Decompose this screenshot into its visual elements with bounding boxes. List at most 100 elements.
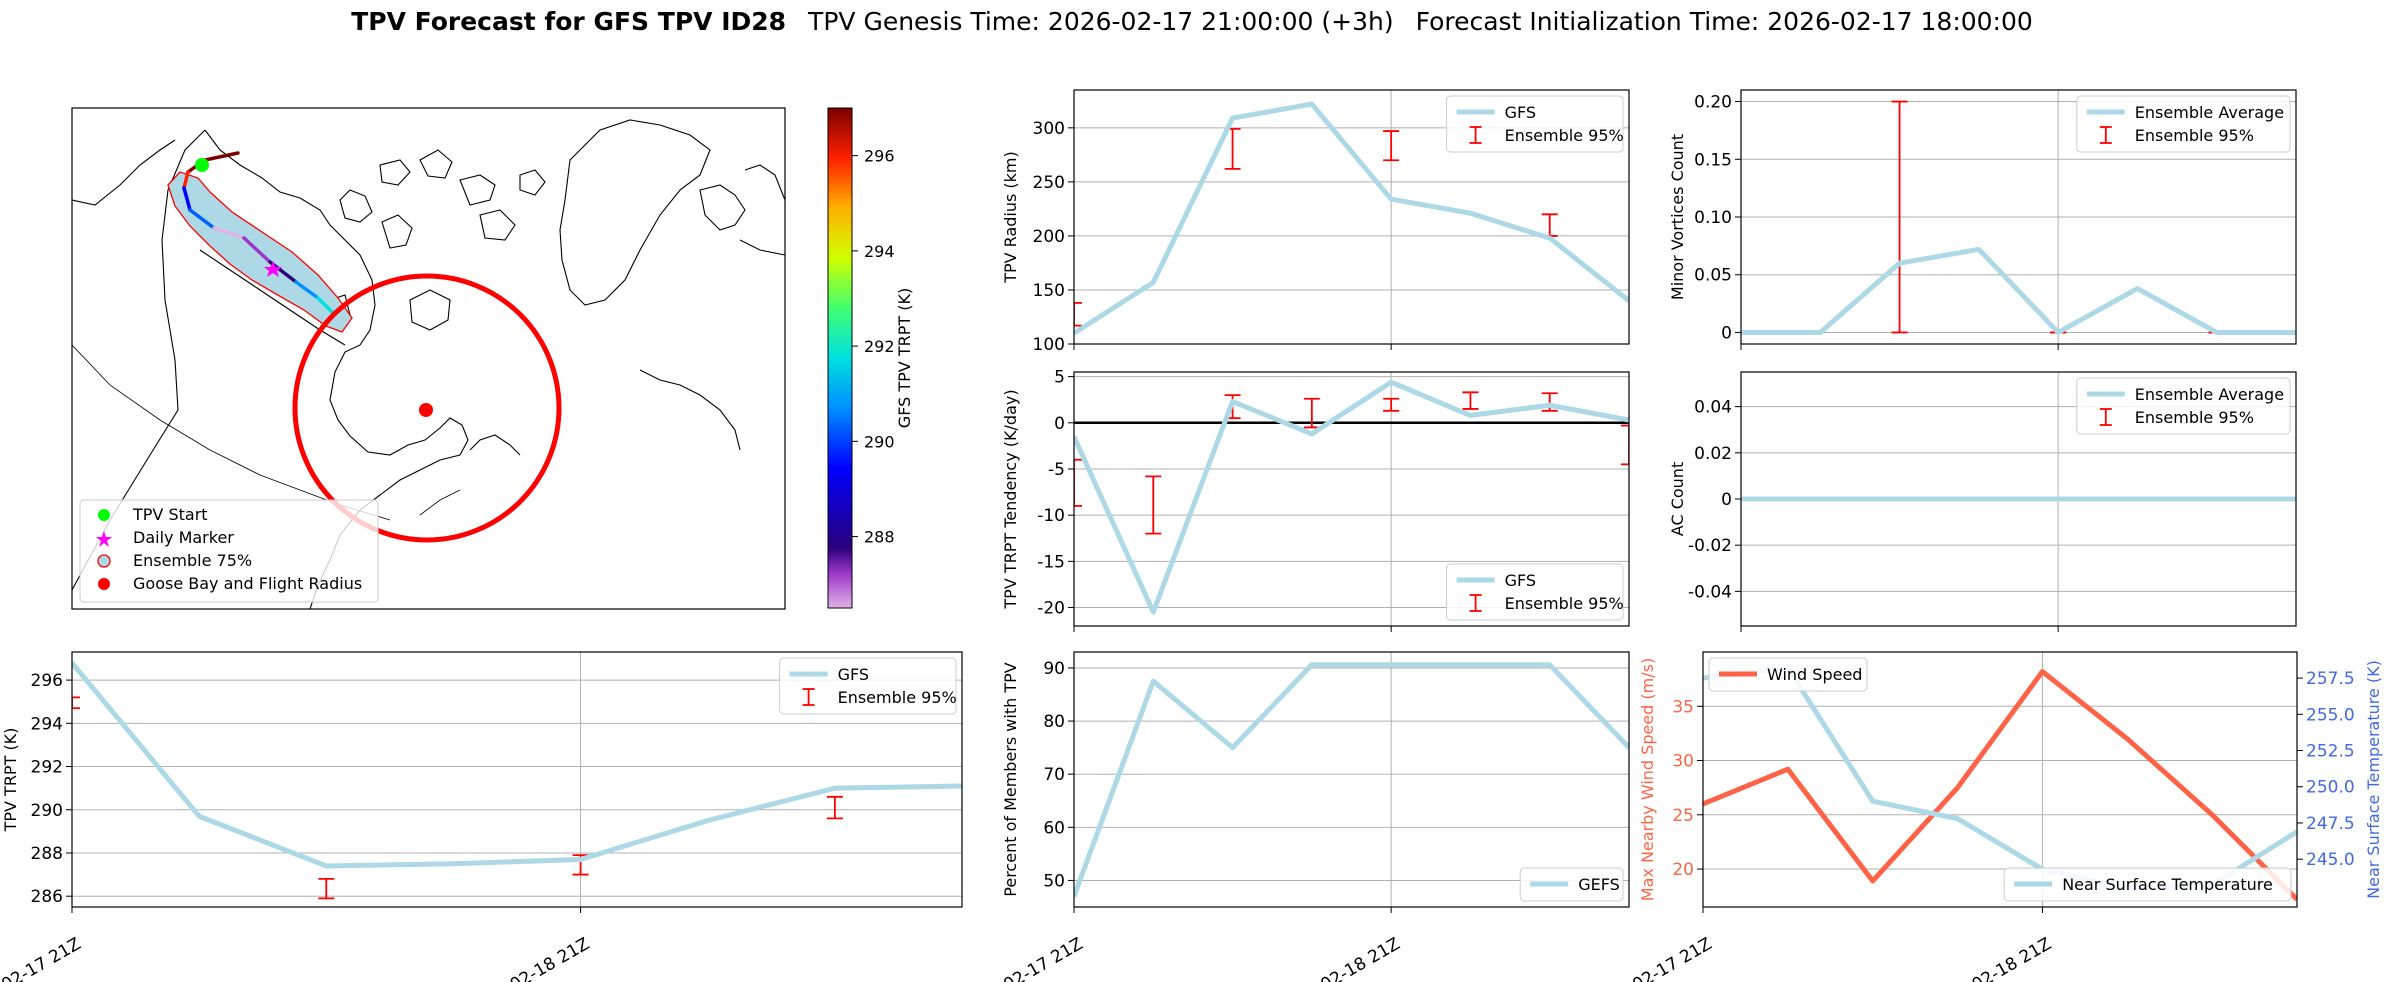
axes-frame bbox=[71, 651, 963, 908]
x-tick-label: 02-17 21Z bbox=[0, 934, 85, 982]
series-line-ensemble-average bbox=[1741, 246, 2296, 335]
series-line-gfs bbox=[1074, 101, 1629, 336]
legend-ensemble-75: Ensemble 75% bbox=[133, 551, 252, 570]
legend-label: Ensemble 95% bbox=[2135, 126, 2254, 145]
error-bar bbox=[1462, 391, 1479, 410]
y-tick-label: -0.02 bbox=[1688, 536, 1732, 556]
legend-label: Ensemble Average bbox=[2135, 103, 2284, 122]
y-tick-label: 60 bbox=[1043, 818, 1065, 838]
tpv-start-marker bbox=[195, 158, 209, 172]
goose-bay-marker bbox=[419, 403, 433, 417]
chart-percent: 50 60 70 80 90 02-17 21Z 02-18 21Z Percent of M… bbox=[1000, 651, 1630, 982]
y-tick-label: 0.02 bbox=[1694, 444, 1732, 464]
y-tick-label: 5 bbox=[1054, 368, 1065, 388]
error-bar bbox=[1074, 302, 1082, 327]
y-right-tick-label: 255.0 bbox=[2306, 705, 2355, 725]
axes-frame bbox=[1702, 651, 2298, 908]
y-tick-label: 100 bbox=[1033, 335, 1065, 355]
legend-box bbox=[1519, 867, 1624, 902]
error-bar bbox=[826, 795, 843, 820]
y-tick-label: -5 bbox=[1048, 460, 1065, 480]
error-bar bbox=[1303, 397, 1320, 429]
legend: Wind Speed bbox=[1708, 657, 1868, 692]
legend-box bbox=[2076, 95, 2291, 153]
legend-label: Ensemble 95% bbox=[2135, 408, 2254, 427]
y-axis-label: TPV TRPT (K) bbox=[1, 728, 20, 833]
y-tick-label: 0 bbox=[1721, 490, 1732, 510]
data-layer bbox=[1074, 379, 1629, 615]
y-tick-label: 150 bbox=[1033, 281, 1065, 301]
error-bar bbox=[72, 696, 80, 710]
legend-box bbox=[2076, 377, 2291, 435]
legend-label: GFS bbox=[1505, 103, 1536, 122]
y-tick-label: 286 bbox=[31, 887, 63, 907]
data-layer bbox=[1074, 101, 1629, 336]
axes-frame bbox=[1740, 371, 2297, 627]
y-tick-label: 80 bbox=[1043, 712, 1065, 732]
y-tick-label: 0 bbox=[1721, 323, 1732, 343]
data-layer bbox=[1703, 665, 2297, 902]
y-tick-label: 0.20 bbox=[1694, 93, 1732, 113]
error-bar bbox=[1383, 130, 1400, 162]
legend: Near Surface Temperature bbox=[2003, 867, 2292, 902]
chart-tendency: -20 -15 -10 -5 0 5 TPV TRPT Tendency (K/day) GF… bbox=[1001, 368, 1630, 632]
chart-ac: -0.04 -0.02 0 0.02 0.04 AC Count Ensemble Aver… bbox=[1668, 371, 2297, 632]
legend-errorbar-icon bbox=[2099, 408, 2112, 426]
y-right-tick-label: 257.5 bbox=[2306, 669, 2355, 689]
y-tick-label: -10 bbox=[1037, 506, 1065, 526]
error-bar bbox=[1074, 458, 1082, 507]
y-right-label: Near Surface Temperature (K) bbox=[2364, 660, 2383, 899]
error-bar bbox=[318, 878, 335, 900]
coastlines bbox=[72, 119, 785, 609]
y-tick-label: 0.04 bbox=[1694, 398, 1732, 418]
y-axis-label: TPV TRPT Tendency (K/day) bbox=[1001, 389, 1020, 609]
legend-daily-marker-icon bbox=[96, 531, 112, 547]
chart-trpt: 286 288 290 292 294 296 02-17 21Z 02-18 21Z TPV … bbox=[0, 651, 963, 982]
title-genesis: TPV Genesis Time: 2026-02-17 21:00:00 (+… bbox=[807, 7, 1394, 36]
legend: Ensemble Average Ensemble 95% bbox=[2076, 95, 2291, 153]
x-tick-label: 02-18 21Z bbox=[1317, 934, 1403, 982]
y-tick-label: 294 bbox=[31, 714, 63, 734]
y-tick-label: -15 bbox=[1037, 552, 1065, 572]
error-bar bbox=[1891, 100, 1908, 334]
map-panel: TPV Start Daily Marker Ensemble 75% Goos… bbox=[71, 107, 914, 610]
data-layer bbox=[1074, 662, 1629, 898]
colorbar-tick-label: 288 bbox=[864, 528, 895, 547]
axes-frame bbox=[1073, 371, 1630, 627]
y-tick-label: -0.04 bbox=[1688, 582, 1732, 602]
legend-label: Ensemble 95% bbox=[838, 688, 957, 707]
x-tick-label: 02-17 21Z bbox=[1000, 934, 1086, 982]
y-tick-label: 90 bbox=[1043, 659, 1065, 679]
y-tick-label: 288 bbox=[31, 844, 63, 864]
axes-frame bbox=[1073, 89, 1630, 345]
y-right-tick-label: 247.5 bbox=[2306, 814, 2355, 834]
legend-tpv-start-icon bbox=[98, 509, 110, 521]
y-axis-label: Max Nearby Wind Speed (m/s) bbox=[1638, 658, 1657, 901]
legend-label: GEFS bbox=[1578, 875, 1620, 894]
legend-box bbox=[1708, 657, 1868, 692]
legend: GEFS bbox=[1519, 867, 1624, 902]
colorbar-tick-label: 294 bbox=[864, 242, 895, 261]
legend: GFS Ensemble 95% bbox=[1446, 563, 1624, 621]
y-tick-label: 70 bbox=[1043, 765, 1065, 785]
map-frame bbox=[71, 107, 786, 610]
y-tick-label: 290 bbox=[31, 801, 63, 821]
legend-label: GFS bbox=[1505, 571, 1536, 590]
y-tick-label: 200 bbox=[1033, 227, 1065, 247]
legend: GFS Ensemble 95% bbox=[1446, 95, 1624, 153]
x-tick-label: 02-17 21Z bbox=[1629, 934, 1715, 982]
y-tick-label: 292 bbox=[31, 758, 63, 778]
flight-radius-circle bbox=[292, 273, 562, 543]
error-bar bbox=[1383, 397, 1400, 412]
title-init: Forecast Initialization Time: 2026-02-17… bbox=[1416, 7, 2033, 36]
legend-errorbar-icon bbox=[1469, 594, 1482, 612]
y-tick-label: 0.15 bbox=[1694, 150, 1732, 170]
y-right-tick-label: 252.5 bbox=[2306, 742, 2355, 762]
y-tick-label: 35 bbox=[1672, 697, 1694, 717]
error-bar bbox=[1541, 213, 1558, 237]
axes-frame bbox=[1073, 651, 1630, 908]
legend-box bbox=[2003, 867, 2292, 902]
series-line-gfs bbox=[1074, 379, 1629, 615]
y-tick-label: 25 bbox=[1672, 806, 1694, 826]
